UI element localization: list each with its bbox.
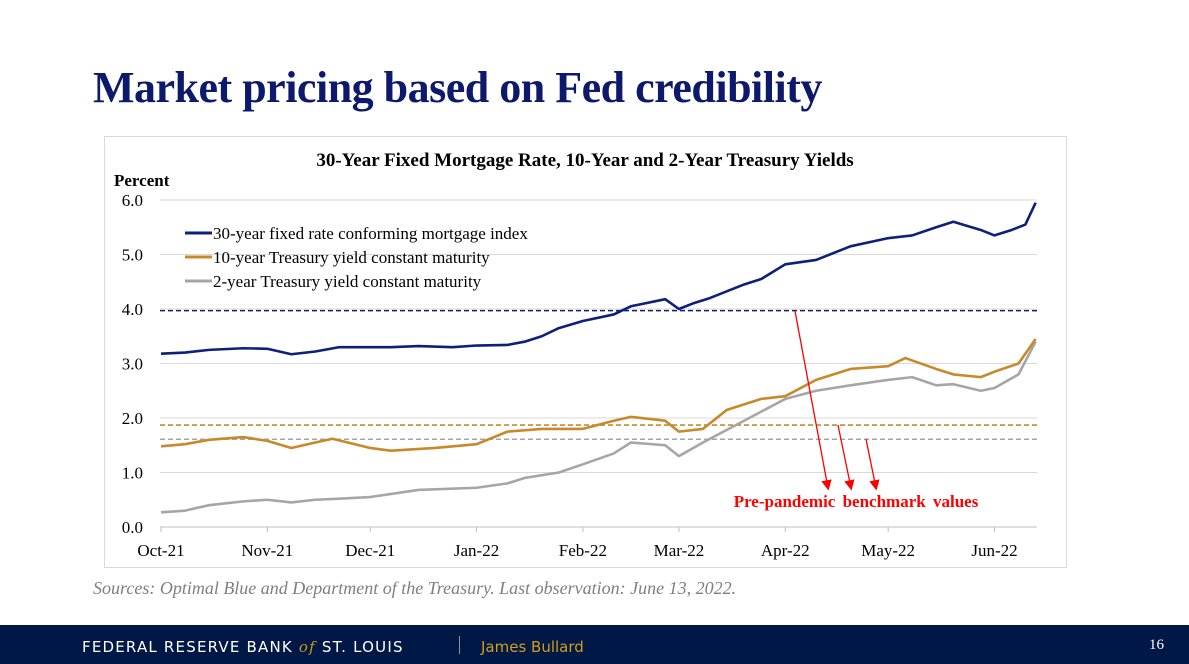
y-tick-label: 1.0	[122, 464, 143, 483]
x-tick-label: Feb-22	[559, 541, 607, 560]
x-tick-label: Mar-22	[654, 541, 705, 560]
org-name-of: of	[298, 638, 316, 656]
legend-label: 10-year Treasury yield constant maturity	[213, 248, 490, 267]
x-tick-label: May-22	[861, 541, 915, 560]
slide-title: Market pricing based on Fed credibility	[93, 63, 822, 112]
x-tick-label: Nov-21	[241, 541, 293, 560]
x-tick-label: Apr-22	[761, 541, 810, 560]
org-name-pre: FEDERAL RESERVE BANK	[82, 638, 299, 656]
page-number: 16	[1149, 637, 1164, 653]
org-name: FEDERAL RESERVE BANK of ST. LOUIS	[82, 638, 404, 656]
footer-divider	[459, 636, 460, 654]
y-tick-label: 2.0	[122, 409, 143, 428]
legend-label: 2-year Treasury yield constant maturity	[213, 272, 482, 291]
y-tick-label: 3.0	[122, 355, 143, 374]
annotation-arrow	[837, 424, 855, 491]
series-line-1	[160, 338, 1037, 453]
x-tick-label: Oct-21	[137, 541, 184, 560]
y-axis-label: Percent	[114, 171, 170, 190]
y-tick-label: 0.0	[122, 518, 143, 537]
x-tick-label: Dec-21	[345, 541, 395, 560]
x-tick-label: Jan-22	[454, 541, 499, 560]
y-tick-label: 5.0	[122, 246, 143, 265]
legend-label: 30-year fixed rate conforming mortgage i…	[213, 224, 528, 243]
chart-title: 30-Year Fixed Mortgage Rate, 10-Year and…	[316, 150, 853, 171]
annotation-arrow	[865, 438, 880, 491]
footer-bar: FEDERAL RESERVE BANK of ST. LOUIS James …	[0, 625, 1189, 664]
annotation-arrow	[794, 310, 832, 491]
source-note: Sources: Optimal Blue and Department of …	[93, 578, 737, 598]
annotation-label: Pre-pandemic benchmark values	[734, 492, 979, 511]
series-line-2	[160, 341, 1037, 514]
y-tick-label: 4.0	[122, 300, 143, 319]
speaker-name: James Bullard	[481, 638, 584, 656]
y-tick-label: 6.0	[122, 191, 143, 210]
chart-frame	[104, 136, 1067, 568]
series-line-0	[160, 202, 1037, 356]
x-tick-label: Jun-22	[971, 541, 1017, 560]
org-name-post: ST. LOUIS	[315, 638, 404, 656]
